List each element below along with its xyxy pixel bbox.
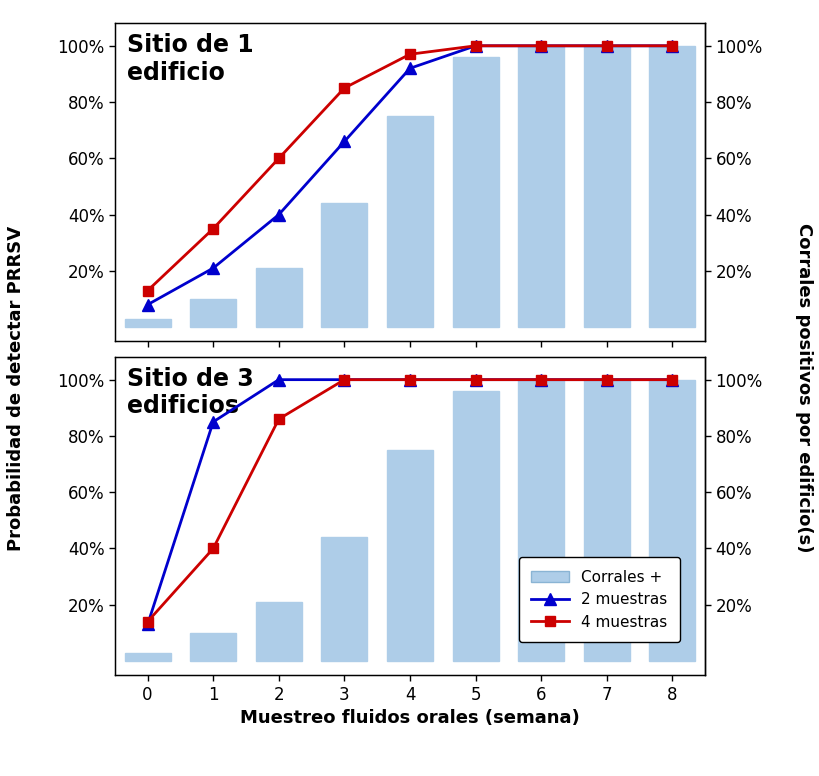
Text: Sitio de 3
edificios: Sitio de 3 edificios: [126, 367, 253, 418]
Bar: [583, 379, 629, 661]
Bar: [190, 633, 236, 661]
Bar: [452, 391, 498, 661]
Bar: [321, 537, 367, 661]
Text: Sitio de 1
edificio: Sitio de 1 edificio: [126, 33, 253, 85]
Bar: [124, 319, 170, 327]
Bar: [321, 203, 367, 327]
X-axis label: Muestreo fluidos orales (semana): Muestreo fluidos orales (semana): [240, 709, 579, 727]
Bar: [256, 602, 301, 661]
Text: Probabilidad de detectar PRRSV: Probabilidad de detectar PRRSV: [7, 226, 25, 550]
Bar: [387, 450, 432, 661]
Bar: [649, 46, 695, 327]
Bar: [649, 379, 695, 661]
Bar: [518, 379, 563, 661]
Bar: [583, 46, 629, 327]
Bar: [124, 653, 170, 661]
Bar: [190, 299, 236, 327]
Bar: [452, 57, 498, 327]
Text: Corrales positivos por edificio(s): Corrales positivos por edificio(s): [794, 223, 812, 553]
Legend: Corrales +, 2 muestras, 4 muestras: Corrales +, 2 muestras, 4 muestras: [518, 557, 679, 642]
Bar: [387, 116, 432, 327]
Bar: [518, 46, 563, 327]
Bar: [256, 268, 301, 327]
